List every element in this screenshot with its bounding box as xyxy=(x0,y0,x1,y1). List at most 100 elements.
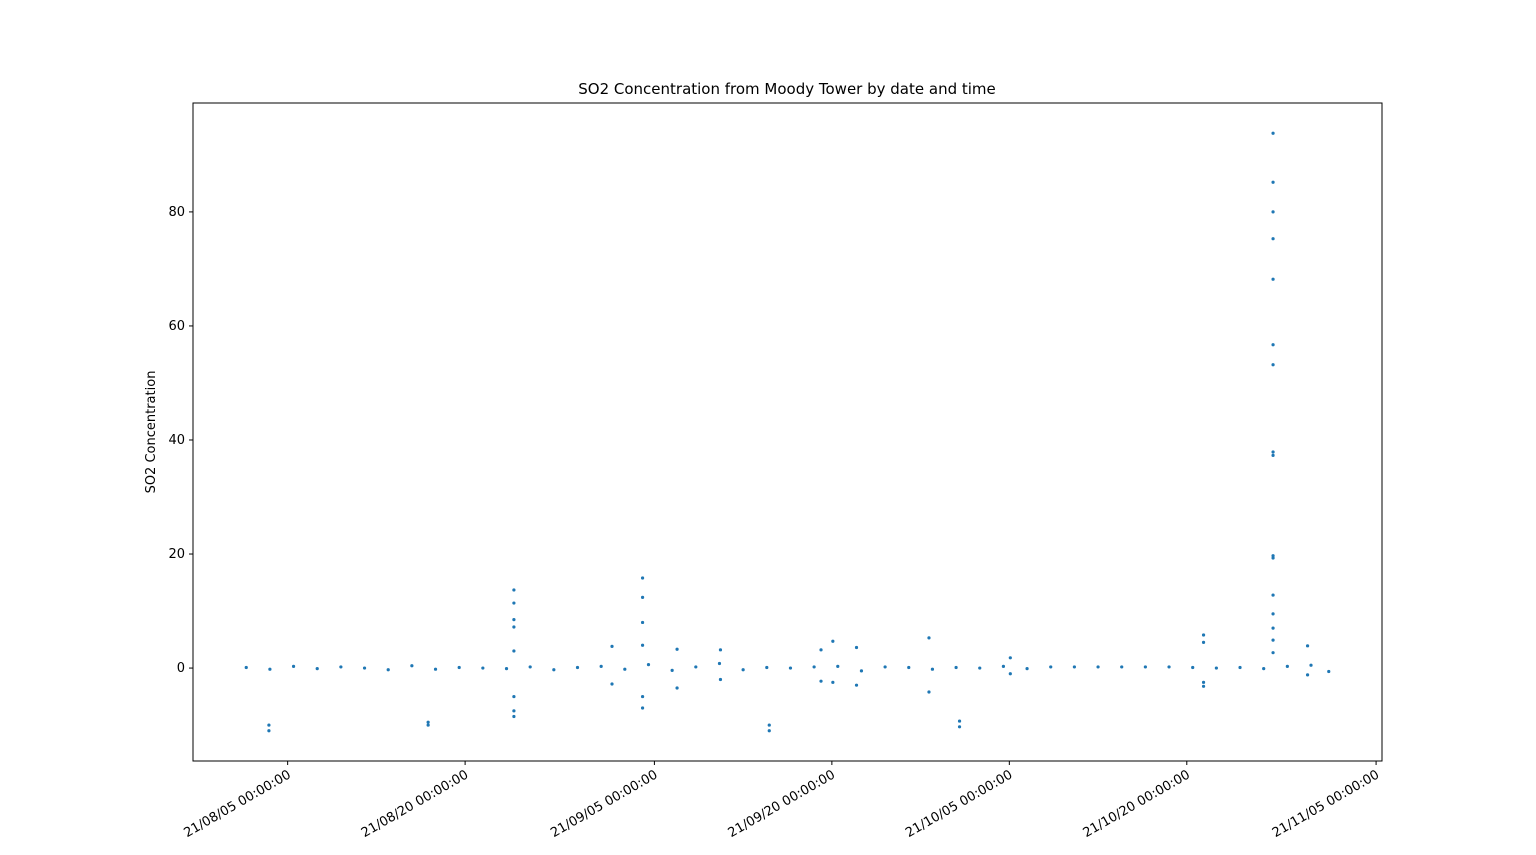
point xyxy=(836,664,840,668)
point xyxy=(1271,453,1275,457)
point xyxy=(504,667,509,671)
point xyxy=(819,648,823,652)
point xyxy=(410,664,414,668)
x-tick-label: 21/10/05 00:00:00 xyxy=(903,767,1015,840)
point xyxy=(788,666,793,670)
y-axis-label: SO2 Concentration xyxy=(144,371,159,494)
point xyxy=(599,664,603,668)
point xyxy=(741,668,745,672)
point xyxy=(1008,656,1012,660)
point xyxy=(1271,554,1275,558)
point xyxy=(854,683,859,687)
point xyxy=(883,665,887,669)
point xyxy=(426,723,430,727)
point xyxy=(426,720,430,724)
point xyxy=(675,647,679,651)
y-tick-label: 80 xyxy=(168,205,185,220)
point xyxy=(1305,644,1310,648)
point xyxy=(1271,638,1275,642)
point xyxy=(1271,626,1275,630)
point xyxy=(1120,665,1124,669)
point xyxy=(528,665,532,669)
point xyxy=(267,723,271,727)
point xyxy=(1096,665,1100,669)
point xyxy=(1271,556,1275,560)
point xyxy=(512,714,516,719)
point xyxy=(1271,237,1275,241)
point xyxy=(767,729,771,733)
point xyxy=(267,729,271,733)
point xyxy=(640,595,645,599)
point xyxy=(854,645,859,650)
point xyxy=(718,648,723,652)
point xyxy=(1271,612,1275,616)
point xyxy=(1025,667,1029,671)
point xyxy=(1271,450,1275,454)
x-tick-label: 21/10/20 00:00:00 xyxy=(1081,767,1193,840)
point xyxy=(433,667,438,671)
point xyxy=(831,680,835,684)
point xyxy=(512,709,516,713)
point xyxy=(1271,131,1275,135)
y-tick-label: 40 xyxy=(168,433,185,448)
point xyxy=(907,665,911,670)
point xyxy=(386,668,390,672)
point xyxy=(1271,651,1275,655)
point xyxy=(481,666,485,670)
point xyxy=(1049,665,1053,669)
point xyxy=(1271,210,1275,214)
point xyxy=(1214,666,1218,670)
point xyxy=(1001,664,1006,668)
x-tick-label: 21/08/20 00:00:00 xyxy=(359,767,471,840)
x-tick-label: 21/08/05 00:00:00 xyxy=(181,767,293,840)
point xyxy=(640,706,645,710)
point xyxy=(927,636,931,640)
point xyxy=(1167,665,1171,669)
point xyxy=(512,617,516,622)
point xyxy=(640,643,645,647)
plot-frame xyxy=(192,102,1383,762)
point xyxy=(362,666,367,670)
point xyxy=(978,666,982,670)
point xyxy=(765,665,769,670)
point xyxy=(1262,667,1266,671)
point xyxy=(1201,640,1206,645)
point xyxy=(1271,277,1275,281)
point xyxy=(718,677,723,682)
x-tick-label: 21/11/05 00:00:00 xyxy=(1270,767,1382,840)
point xyxy=(927,690,931,694)
point xyxy=(640,620,645,625)
chart-title: SO2 Concentration from Moody Tower by da… xyxy=(578,80,996,98)
point xyxy=(512,588,516,592)
point xyxy=(1271,180,1275,184)
point xyxy=(1201,684,1206,688)
point xyxy=(575,665,580,670)
point xyxy=(1191,665,1195,670)
point xyxy=(957,719,962,723)
point xyxy=(694,665,698,669)
point xyxy=(610,644,614,648)
point xyxy=(1143,665,1147,669)
point xyxy=(1008,672,1012,676)
point xyxy=(512,694,516,699)
point xyxy=(512,601,516,605)
point xyxy=(640,694,645,699)
point xyxy=(1072,665,1076,669)
y-tick-label: 0 xyxy=(177,661,185,676)
point xyxy=(1201,680,1206,684)
point xyxy=(930,667,935,671)
point xyxy=(1271,593,1275,597)
y-tick-label: 60 xyxy=(168,319,185,334)
point xyxy=(610,682,614,686)
point xyxy=(670,668,674,672)
point xyxy=(957,725,962,729)
x-tick-label: 21/09/05 00:00:00 xyxy=(548,767,660,840)
point xyxy=(1271,363,1275,367)
point xyxy=(1201,633,1206,637)
point xyxy=(859,669,864,673)
point xyxy=(812,665,816,669)
point xyxy=(512,649,516,653)
point xyxy=(552,668,556,672)
x-tick-label: 21/09/20 00:00:00 xyxy=(726,767,838,840)
